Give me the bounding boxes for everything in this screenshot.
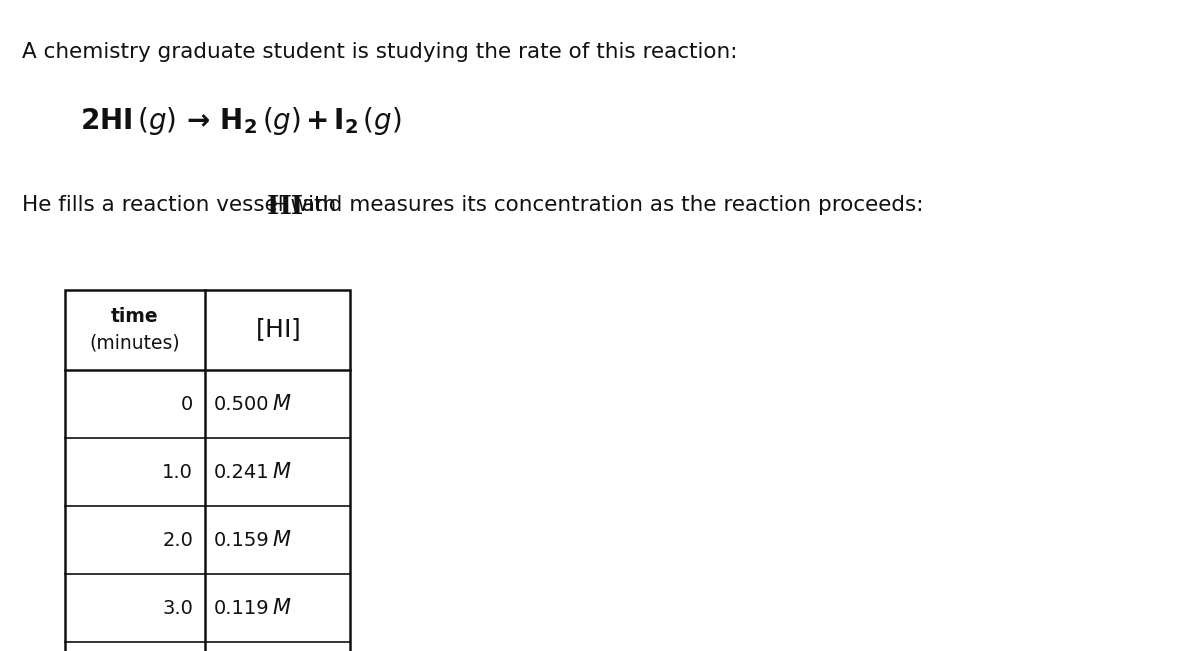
Text: time: time (112, 307, 158, 327)
Text: $\mathit{M}$: $\mathit{M}$ (271, 462, 290, 482)
Text: HI: HI (266, 194, 305, 219)
Text: and measures its concentration as the reaction proceeds:: and measures its concentration as the re… (295, 195, 924, 215)
Text: 0.500: 0.500 (214, 395, 270, 413)
Bar (65, 290, 350, 651)
Text: He fills a reaction vessel with: He fills a reaction vessel with (22, 195, 343, 215)
Text: $\mathbf{2HI}\,\mathit{(g)}\,\mathbf{\rightarrow}\,\mathbf{H_2}\,\mathit{(g)}\,\: $\mathbf{2HI}\,\mathit{(g)}\,\mathbf{\ri… (80, 105, 402, 137)
Text: 2.0: 2.0 (162, 531, 193, 549)
Text: A chemistry graduate student is studying the rate of this reaction:: A chemistry graduate student is studying… (22, 42, 738, 62)
Text: $\mathit{M}$: $\mathit{M}$ (271, 598, 290, 618)
Text: $\mathit{M}$: $\mathit{M}$ (271, 530, 290, 550)
Text: $\mathit{M}$: $\mathit{M}$ (271, 394, 290, 414)
Text: (minutes): (minutes) (90, 333, 180, 352)
Text: 0.241: 0.241 (214, 462, 270, 482)
Text: 1.0: 1.0 (162, 462, 193, 482)
Text: 0: 0 (181, 395, 193, 413)
Text: 3.0: 3.0 (162, 598, 193, 618)
Text: 0.159: 0.159 (214, 531, 270, 549)
Text: $\left[\mathrm{HI}\right]$: $\left[\mathrm{HI}\right]$ (254, 316, 300, 344)
Text: 0.119: 0.119 (214, 598, 270, 618)
